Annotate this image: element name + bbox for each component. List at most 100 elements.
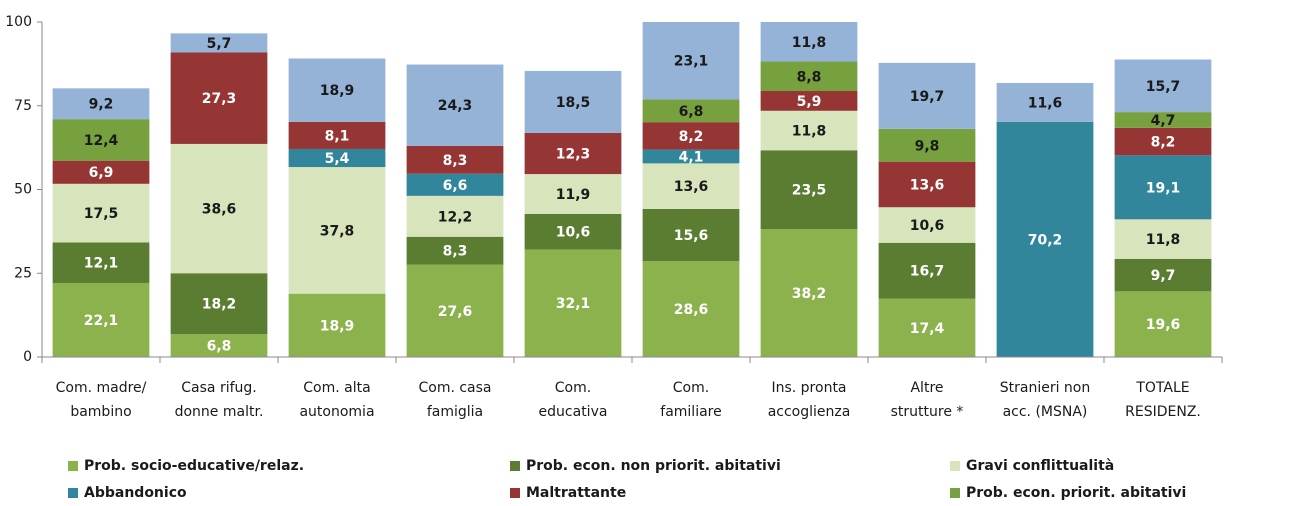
y-tick-label: 0 — [23, 349, 32, 365]
bar-segment — [52, 242, 150, 283]
bar-segment — [524, 174, 622, 214]
x-tick-label: Altre — [910, 380, 943, 396]
bar-segment — [170, 334, 268, 357]
bar-segment — [642, 149, 740, 164]
value-label: 32,1 — [556, 296, 591, 312]
value-label: 9,2 — [89, 97, 114, 113]
value-label: 15,7 — [1146, 79, 1181, 95]
bar-segment — [288, 148, 386, 168]
x-tick-label: familiare — [660, 404, 721, 420]
x-tick-label: Com. — [555, 380, 591, 396]
value-label: 8,2 — [1151, 135, 1176, 151]
value-label: 9,8 — [915, 138, 940, 154]
value-label: 11,8 — [792, 35, 827, 51]
value-label: 8,2 — [679, 129, 704, 145]
legend-label: Prob. econ. priorit. abitativi — [966, 485, 1186, 501]
x-tick-label: Com. alta — [303, 380, 370, 396]
legend-swatch — [68, 461, 78, 471]
value-label: 13,6 — [674, 179, 709, 195]
legend-swatch — [510, 461, 520, 471]
bar-segment — [170, 143, 268, 274]
bar-segment — [288, 121, 386, 149]
x-tick-label: donne maltr. — [175, 404, 264, 420]
legend-swatch — [950, 461, 960, 471]
bar-segment — [524, 132, 622, 175]
y-tick-label: 50 — [14, 182, 32, 198]
bar-segment — [524, 249, 622, 357]
x-tick-label: strutture * — [891, 404, 964, 420]
bar-segment — [406, 264, 504, 357]
value-label: 27,3 — [202, 91, 237, 107]
value-label: 12,2 — [438, 209, 473, 225]
x-tick-label: Casa rifug. — [181, 380, 256, 396]
legend-swatch — [950, 488, 960, 498]
value-label: 19,7 — [910, 89, 945, 105]
bar-segment — [1114, 155, 1212, 220]
bar-segment — [996, 82, 1094, 122]
value-label: 23,1 — [674, 54, 709, 70]
x-tick-label: Stranieri non — [1000, 380, 1091, 396]
legend-label: Maltrattante — [526, 485, 626, 501]
bar-segment — [642, 122, 740, 150]
bar-segment — [760, 110, 858, 151]
bar-segment — [1114, 112, 1212, 128]
value-label: 16,7 — [910, 264, 945, 280]
bar-segment — [996, 121, 1094, 357]
value-label: 4,7 — [1151, 113, 1176, 129]
value-label: 19,1 — [1146, 180, 1181, 196]
legend-label: Gravi conflittualità — [966, 458, 1114, 474]
x-tick-label: Ins. pronta — [771, 380, 846, 396]
x-tick-label: TOTALE — [1135, 380, 1189, 396]
value-label: 27,6 — [438, 304, 473, 320]
bar-segment — [524, 70, 622, 133]
value-label: 18,5 — [556, 95, 591, 111]
bar-segment — [288, 293, 386, 357]
value-label: 18,9 — [320, 318, 355, 334]
legend-swatch — [510, 488, 520, 498]
value-label: 6,8 — [679, 104, 704, 120]
value-label: 38,2 — [792, 286, 827, 302]
value-label: 8,3 — [443, 153, 468, 169]
value-label: 13,6 — [910, 177, 945, 193]
value-label: 10,6 — [556, 225, 591, 241]
bar-segment — [1114, 59, 1212, 113]
value-label: 17,5 — [84, 206, 119, 222]
bar-segment — [642, 261, 740, 357]
value-label: 6,6 — [443, 178, 468, 194]
bar-segment — [760, 91, 858, 111]
value-label: 11,8 — [1146, 232, 1181, 248]
bar-segment — [52, 183, 150, 243]
bar-segment — [52, 119, 150, 161]
value-label: 4,1 — [679, 150, 704, 166]
bar-segment — [878, 207, 976, 243]
value-label: 10,6 — [910, 218, 945, 234]
value-label: 38,6 — [202, 202, 237, 218]
bar-segment — [760, 150, 858, 230]
value-label: 8,1 — [325, 128, 350, 144]
value-label: 18,9 — [320, 83, 355, 99]
bar-segment — [878, 128, 976, 162]
bar-segment — [406, 145, 504, 174]
value-label: 12,4 — [84, 133, 119, 149]
value-label: 18,2 — [202, 297, 237, 313]
x-tick-label: acc. (MSNA) — [1003, 404, 1088, 420]
value-label: 6,8 — [207, 339, 232, 355]
x-tick-label: Com. — [673, 380, 709, 396]
value-label: 11,6 — [1028, 95, 1063, 111]
value-label: 11,8 — [792, 124, 827, 140]
bar-segment — [878, 62, 976, 129]
value-label: 37,8 — [320, 223, 355, 239]
legend-swatch — [68, 488, 78, 498]
y-tick-label: 100 — [5, 14, 32, 30]
legend-label: Prob. econ. non priorit. abitativi — [526, 458, 781, 474]
x-tick-label: accoglienza — [768, 404, 851, 420]
bar-segment — [1114, 219, 1212, 259]
value-label: 70,2 — [1028, 232, 1063, 248]
value-label: 24,3 — [438, 98, 473, 114]
value-label: 11,9 — [556, 187, 591, 203]
value-label: 5,9 — [797, 94, 822, 110]
bar-segment — [406, 236, 504, 265]
bar-segment — [170, 273, 268, 335]
bar-segment — [52, 88, 150, 120]
x-tick-label: Com. madre/ — [56, 380, 147, 396]
